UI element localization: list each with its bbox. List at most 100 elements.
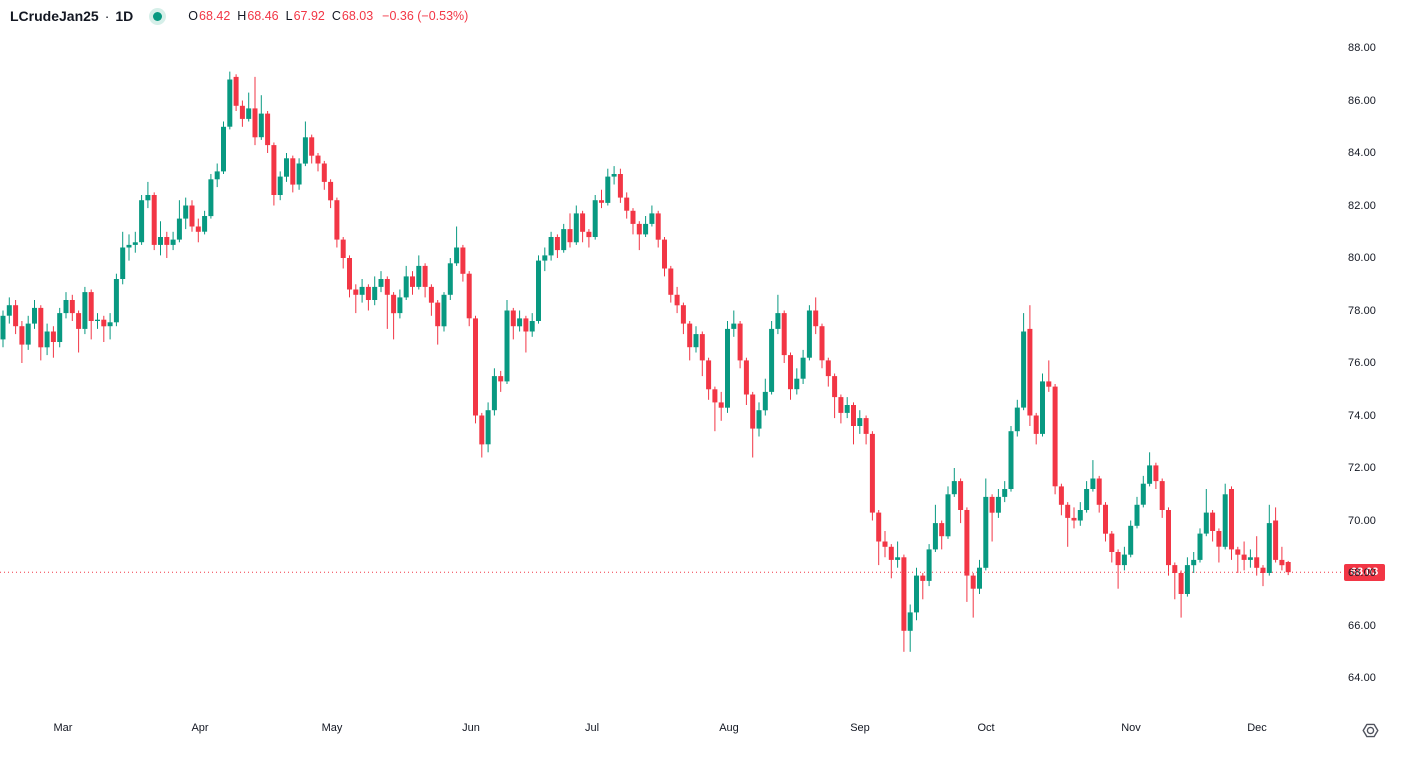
interval-label[interactable]: 1D [115,8,134,24]
price-tick-label: 76.00 [1348,357,1377,369]
candle [460,244,466,282]
candle [1040,373,1045,437]
candle [819,323,825,369]
candle [958,478,964,524]
candle [120,231,126,285]
price-tick-label: 82.00 [1348,199,1377,212]
candle [126,234,132,261]
candle [296,158,302,190]
candle [454,226,460,266]
candle [88,289,94,340]
candle [1197,528,1203,563]
candle [901,554,907,652]
candle [624,192,630,219]
candle [926,544,932,587]
candle [1203,489,1209,537]
symbol-title[interactable]: LCrudeJan25 [10,8,99,24]
candle [548,231,554,261]
month-tick-label: Sep [850,722,870,734]
price-axis[interactable]: 68.03 88.00 86.00 84.00 82.00 80.00 78.00 76.0… [1341,0,1402,715]
candle [611,166,617,185]
time-axis[interactable]: Mar Apr May Jun Jul Aug Sep Oct Nov Dec [0,715,1341,760]
candle [340,237,346,269]
candle [655,210,661,248]
candle [907,604,913,652]
candle [970,573,976,618]
candle [794,368,800,395]
price-tick-label: 64.00 [1348,672,1377,684]
candle [1065,502,1071,547]
candle [50,326,56,358]
price-tick-label: 80.00 [1348,252,1377,264]
candle [1084,481,1090,513]
candle [479,412,485,458]
candle [561,223,567,253]
candle [176,200,182,243]
price-tick-label: 78.00 [1348,304,1377,317]
candle [1077,502,1083,526]
candle [838,394,844,424]
candle [882,531,888,558]
candle [706,357,712,400]
candle [932,504,938,552]
candle [504,300,510,384]
candle [1128,520,1134,558]
candlestick-chart[interactable] [0,0,1341,715]
candle [416,255,422,290]
gear-icon[interactable] [1358,719,1382,741]
candle [208,174,214,219]
candle [63,292,69,319]
candle [781,310,787,363]
price-tick-label: 88.00 [1348,42,1377,54]
candle [813,297,819,335]
candle [1103,502,1108,542]
candle [189,200,195,232]
price-tick-label: 72.00 [1348,462,1377,474]
market-status-dot-icon [153,11,163,21]
candle [592,195,598,240]
candle [1052,384,1058,495]
candle [1229,486,1234,560]
close-value: C 68.03 [331,9,374,23]
candle [246,92,252,122]
candle [1021,313,1027,411]
candle [353,284,359,314]
candle [1222,483,1228,550]
candle [428,284,434,316]
month-tick-label: May [321,722,343,734]
candle [674,286,680,314]
candle [662,237,667,277]
candle [378,271,384,293]
candle [365,284,371,311]
candle [44,323,50,356]
price-tick-label: 68.00 [1348,567,1377,579]
candle [1178,570,1184,618]
candle [920,573,926,600]
candle [1210,510,1216,542]
month-tick-label: Dec [1247,722,1267,734]
candle [32,300,37,329]
candle [649,205,655,227]
candle [164,231,170,258]
candle [101,315,107,342]
candle [19,321,25,363]
month-tick-label: Mar [53,722,73,734]
candle [214,163,220,188]
candle [680,302,686,335]
candle [1027,305,1033,426]
candle [410,271,415,295]
candle [447,258,453,300]
high-value: H 68.46 [237,9,279,23]
candle [1153,462,1159,489]
candle [699,331,705,377]
candle [391,292,397,340]
candle [258,95,264,140]
candle [1279,546,1285,571]
candle [1115,549,1121,589]
candle [1090,460,1096,492]
candle [567,213,573,248]
candle [57,307,63,348]
candle [403,265,409,300]
candle [1071,507,1077,529]
